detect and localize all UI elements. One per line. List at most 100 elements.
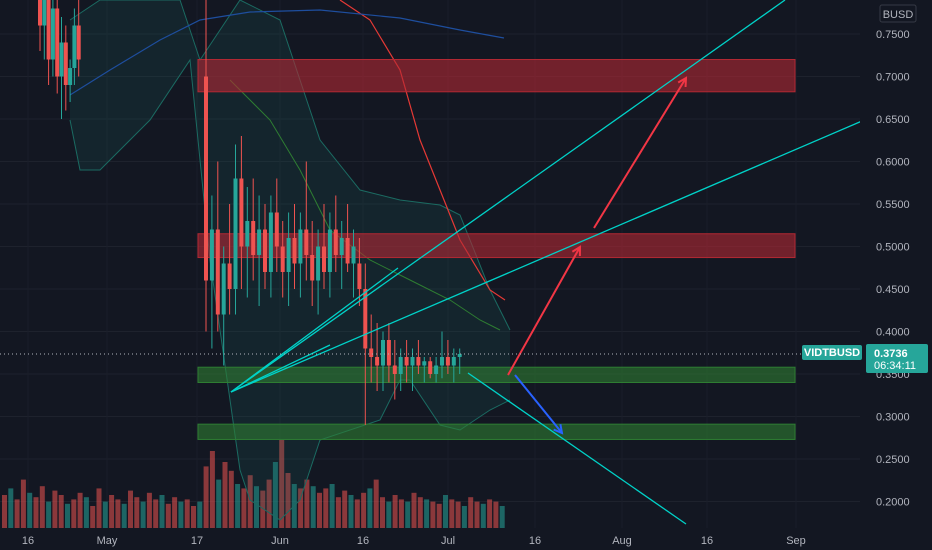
candle-body [327, 229, 332, 272]
candle-body [251, 221, 256, 255]
volume-bar [65, 503, 70, 528]
volume-bar [329, 484, 335, 528]
volume-bar [184, 499, 190, 528]
moving-average-red [339, 0, 506, 301]
volume-bar [115, 499, 121, 528]
volume-bar [304, 479, 310, 528]
price-tick-label: 0.7000 [876, 72, 910, 84]
support-zone[interactable] [197, 423, 796, 440]
candle-body [292, 238, 297, 264]
candle-body [215, 229, 220, 315]
candle-body [304, 229, 309, 255]
volume-bar [279, 440, 285, 528]
resistance-zone[interactable] [197, 59, 796, 93]
grid [0, 33, 860, 502]
projection-arrow-down[interactable] [514, 374, 563, 434]
candle-body [351, 246, 356, 264]
candle-body [63, 42, 68, 85]
volume-bar [46, 501, 52, 528]
candle-body [363, 289, 368, 349]
volume-bar [480, 503, 486, 528]
candle-body [50, 8, 55, 60]
price-tick-label: 0.2000 [876, 497, 910, 509]
volume-bar [386, 501, 392, 528]
price-zones[interactable] [197, 59, 796, 440]
volume-bar [2, 495, 7, 528]
trendline-base[interactable] [230, 344, 331, 393]
price-tick-label: 0.4000 [876, 327, 910, 339]
time-tick-label: 16 [529, 535, 541, 547]
volume-bar [228, 470, 234, 528]
volume-bar [417, 497, 423, 528]
candle-body [322, 246, 326, 272]
volume-bars [2, 440, 505, 528]
volume-bar [203, 466, 209, 528]
candle-body [55, 8, 60, 77]
price-axis[interactable]: 0.7500 0.7000 0.6500 0.6000 0.5500 0.5000 0.45… [860, 0, 932, 550]
trendline-lower[interactable] [230, 267, 399, 393]
volume-bar [455, 501, 461, 528]
volume-bar [310, 486, 316, 528]
candle-body [286, 238, 291, 272]
time-tick-label: 16 [701, 535, 713, 547]
bar-countdown: 06:34:11 [874, 360, 916, 372]
candle-body [239, 178, 244, 247]
volume-bar [247, 475, 253, 528]
candle-body [38, 0, 42, 26]
volume-bar [191, 506, 196, 528]
candle-body [46, 0, 51, 60]
candle-body [221, 263, 226, 315]
trendline-descending[interactable] [467, 372, 687, 525]
symbol-tag[interactable]: VIDTBUSD [802, 345, 862, 360]
volume-bar [373, 479, 379, 528]
volume-bar [172, 497, 178, 528]
candle-body [72, 25, 77, 68]
volume-bar [128, 490, 133, 528]
volume-bar [367, 488, 373, 528]
support-zone[interactable] [197, 366, 796, 384]
volume-bar [102, 501, 108, 528]
volume-bar [266, 479, 272, 528]
volume-bar [52, 490, 58, 528]
candle-body [404, 357, 409, 366]
time-tick-label: 16 [22, 535, 34, 547]
moving-average-blue [69, 9, 505, 96]
price-axis-background [860, 0, 932, 550]
last-price-tag-background [866, 344, 928, 373]
projection-arrow-up-2[interactable] [593, 77, 687, 229]
candle-body [440, 357, 444, 366]
trendline-upper[interactable] [230, 0, 786, 393]
candle-body [392, 365, 397, 374]
candle-body [76, 25, 81, 60]
volume-bar [317, 492, 322, 528]
volume-bar [298, 488, 304, 528]
candle-body [42, 0, 47, 26]
volume-bar [216, 479, 222, 528]
price-tick-label: 0.5500 [876, 199, 910, 211]
price-tick-label: 0.4500 [876, 284, 910, 296]
volume-bar [197, 501, 203, 528]
time-tick-label: Aug [612, 535, 632, 547]
volume-bar [493, 501, 499, 528]
candle-body [298, 229, 303, 264]
projection-arrow-up-2-head [677, 76, 688, 88]
volume-bar [254, 486, 259, 528]
volume-bar [39, 486, 45, 528]
volume-bar [77, 492, 83, 528]
volume-bar [430, 501, 436, 528]
volume-bar [71, 499, 77, 528]
volume-bar [209, 451, 215, 528]
time-tick-label: 16 [357, 535, 369, 547]
volume-bar [235, 484, 241, 528]
volume-bar [335, 497, 341, 528]
candle-body [245, 221, 250, 247]
candle-body [257, 229, 262, 255]
candle-body [410, 357, 415, 366]
volume-bar [380, 497, 385, 528]
volume-bar [20, 479, 26, 528]
volume-bar [109, 495, 115, 528]
candle-body [59, 42, 64, 77]
trendline-middle[interactable] [230, 120, 863, 393]
time-axis[interactable]: 16 May 17 Jun 16 Jul 16 Aug 16 Sep [0, 528, 860, 550]
